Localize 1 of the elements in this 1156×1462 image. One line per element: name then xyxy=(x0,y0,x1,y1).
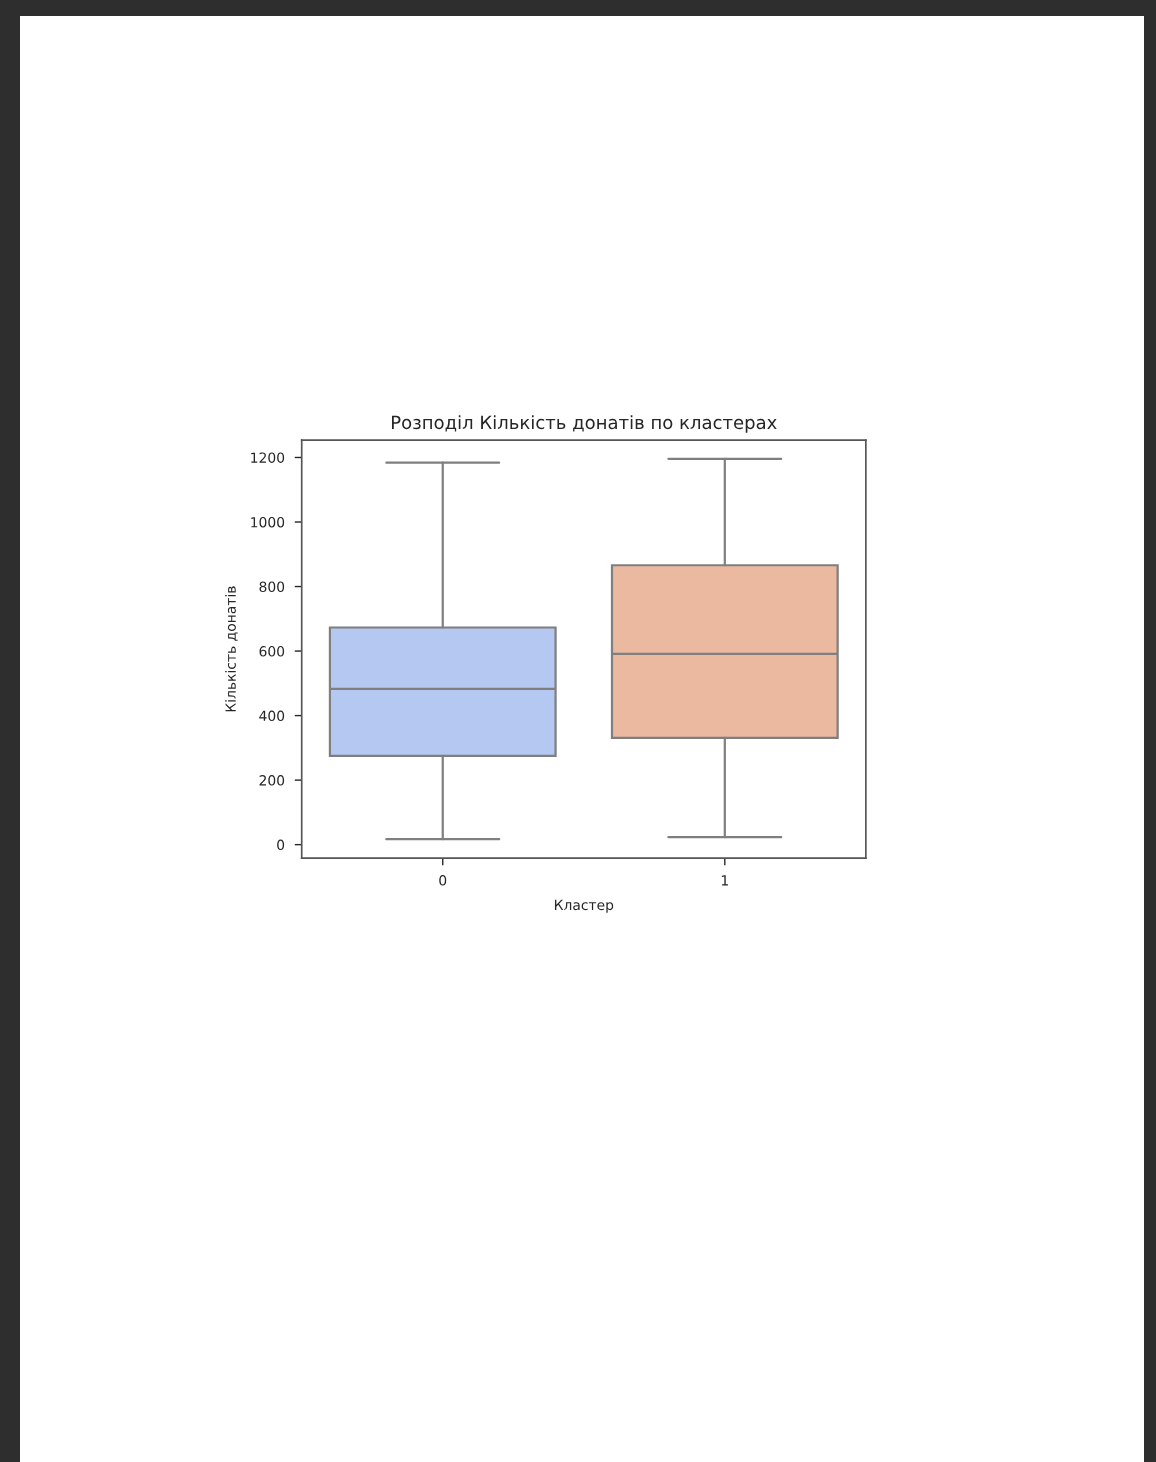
chart-title: Розподіл Кількість донатів по кластерах xyxy=(391,415,777,433)
